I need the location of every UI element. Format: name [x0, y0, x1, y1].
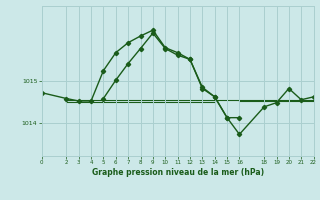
X-axis label: Graphe pression niveau de la mer (hPa): Graphe pression niveau de la mer (hPa) [92, 168, 264, 177]
